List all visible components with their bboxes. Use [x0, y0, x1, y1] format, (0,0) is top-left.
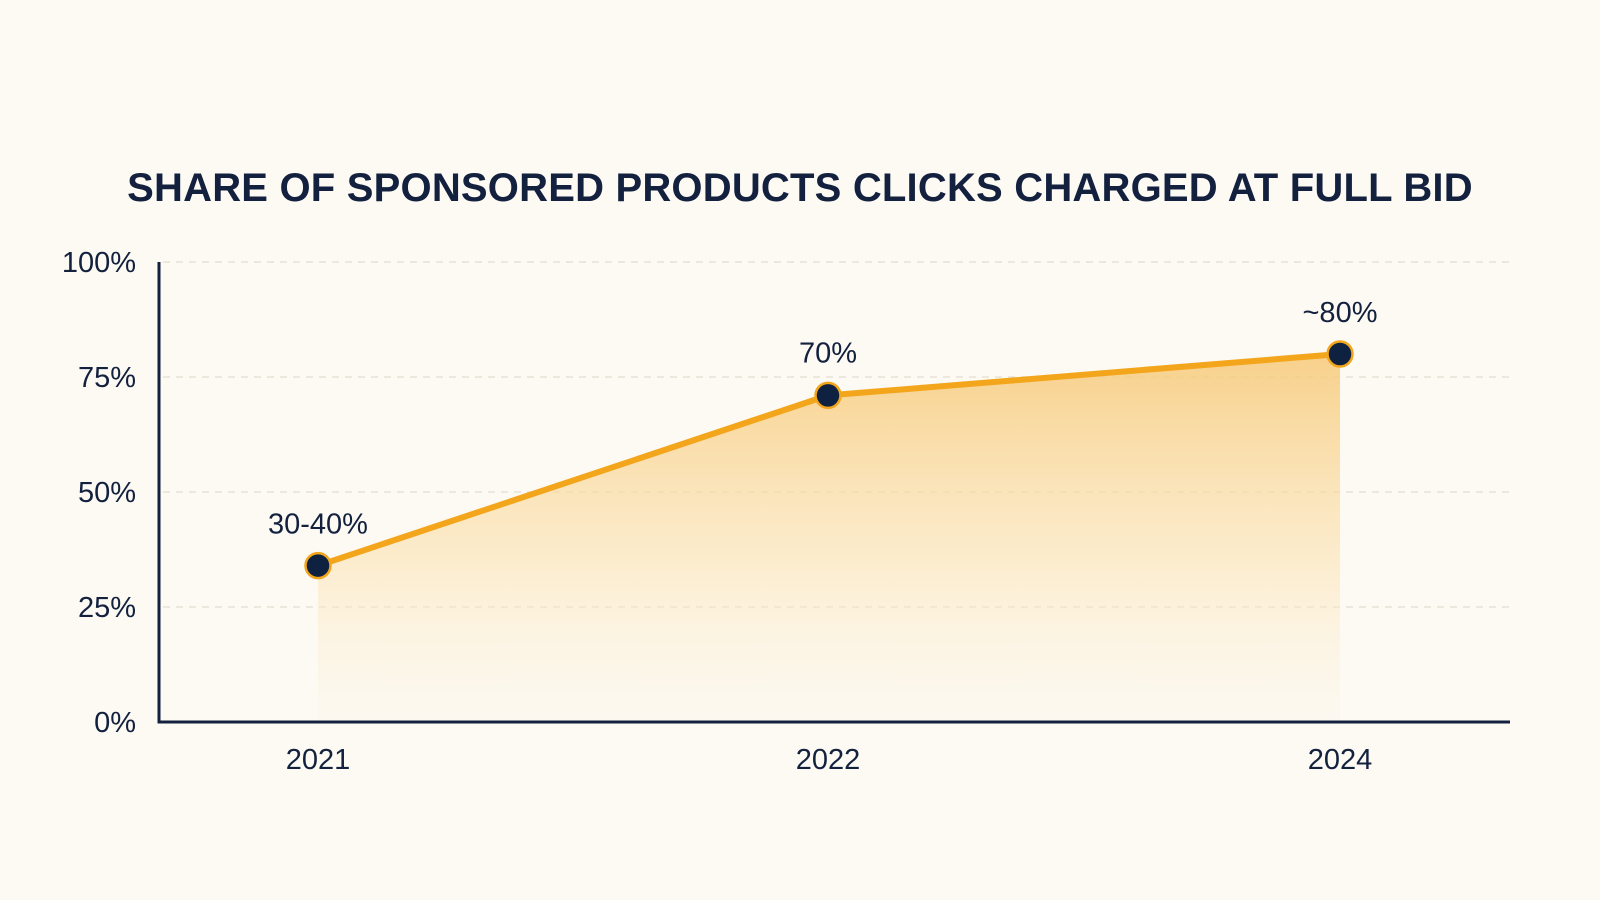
y-tick-labels: 0% 25% 50% 75% 100% — [62, 247, 136, 739]
y-tick-label-75-percent: 75% — [78, 362, 136, 394]
y-tick-label-25-percent: 25% — [78, 592, 136, 624]
y-tick-label-50-percent: 50% — [78, 477, 136, 509]
data-point-2021 — [304, 551, 332, 580]
data-labels: 30-40% 70% ~80% — [268, 297, 1377, 541]
data-label-2021: 30-40% — [268, 509, 368, 541]
x-tick-label-2021: 2021 — [286, 744, 351, 776]
x-tick-label-2022: 2022 — [796, 744, 861, 776]
data-points — [304, 340, 1354, 580]
y-tick-label-100-percent: 100% — [62, 247, 136, 279]
axes — [157, 262, 1510, 724]
chart-title: SHARE OF SPONSORED PRODUCTS CLICKS CHARG… — [127, 166, 1473, 210]
x-tick-labels: 2021 2022 2024 — [286, 744, 1373, 776]
data-label-2024: ~80% — [1303, 297, 1378, 329]
data-point-2024 — [1326, 340, 1354, 368]
y-tick-label-0-percent: 0% — [94, 707, 136, 739]
area-fill — [318, 354, 1340, 722]
data-label-2022: 70% — [799, 337, 857, 369]
x-tick-label-2024: 2024 — [1308, 744, 1373, 776]
area-fill-group — [318, 354, 1340, 722]
data-point-2022 — [814, 381, 842, 410]
